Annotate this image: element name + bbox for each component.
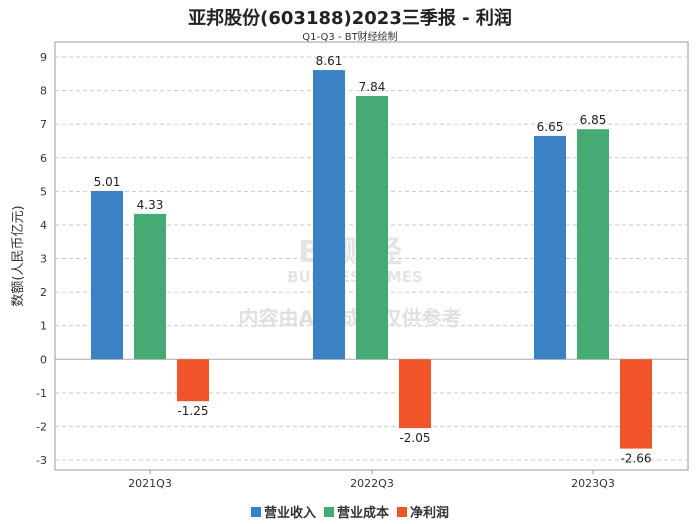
legend-item[interactable]: 净利润: [397, 502, 449, 521]
x-tick-label: 2023Q3: [571, 477, 615, 490]
y-tick-label: 8: [40, 85, 47, 98]
y-tick-label: -2: [36, 420, 47, 433]
bar-营业收入: [91, 190, 123, 360]
y-tick-label: 3: [40, 253, 47, 266]
bar-净利润: [620, 359, 652, 449]
y-tick-label: -1: [36, 387, 47, 400]
legend-swatch: [250, 506, 261, 517]
data-label: 5.01: [94, 175, 121, 189]
bar-净利润: [177, 359, 209, 402]
y-axis-label: 数额(人民币亿元): [11, 205, 26, 306]
data-label: -2.66: [620, 452, 651, 466]
data-label: 6.65: [537, 120, 564, 134]
data-label: -1.25: [177, 404, 208, 418]
legend-swatch: [323, 506, 334, 517]
bar-营业成本: [134, 213, 166, 360]
watermark-notice: 内容由AI生成，仅供参考: [239, 306, 462, 330]
y-tick-label: 5: [40, 185, 47, 198]
bar-营业收入: [534, 135, 566, 360]
y-tick-label: -3: [36, 454, 47, 467]
data-label: 4.33: [137, 198, 164, 212]
legend-swatch: [397, 506, 407, 517]
y-tick-label: 6: [40, 152, 47, 165]
y-tick-label: 2: [40, 286, 47, 299]
x-tick-label: 2021Q3: [128, 477, 172, 490]
data-label: -2.05: [399, 431, 430, 445]
data-label: 6.85: [580, 113, 607, 127]
chart-subtitle: Q1-Q3 - BT财经绘制: [302, 32, 398, 43]
bar-营业收入: [313, 70, 345, 360]
data-label: 8.61: [316, 54, 343, 68]
legend-label: 净利润: [410, 506, 450, 521]
y-tick-label: 4: [40, 219, 47, 232]
bar-净利润: [399, 359, 431, 429]
x-tick-label: 2022Q3: [350, 477, 394, 490]
y-tick-label: 9: [40, 51, 47, 64]
bar-营业成本: [577, 129, 609, 360]
legend: 营业收入 营业成本 净利润: [0, 502, 700, 521]
bar-营业成本: [356, 95, 388, 360]
legend-item[interactable]: 营业收入: [250, 502, 316, 521]
chart-title: 亚邦股份(603188)2023三季报 - 利润: [188, 8, 512, 29]
legend-item[interactable]: 营业成本: [323, 502, 389, 521]
y-tick-label: 0: [40, 353, 47, 366]
watermark-brand-en: BUSINESSTIMES: [287, 268, 423, 286]
legend-label: 营业成本: [336, 506, 389, 521]
data-label: 7.84: [359, 80, 386, 94]
y-tick-label: 1: [40, 320, 47, 333]
legend-label: 营业收入: [263, 506, 316, 521]
y-tick-label: 7: [40, 118, 47, 131]
